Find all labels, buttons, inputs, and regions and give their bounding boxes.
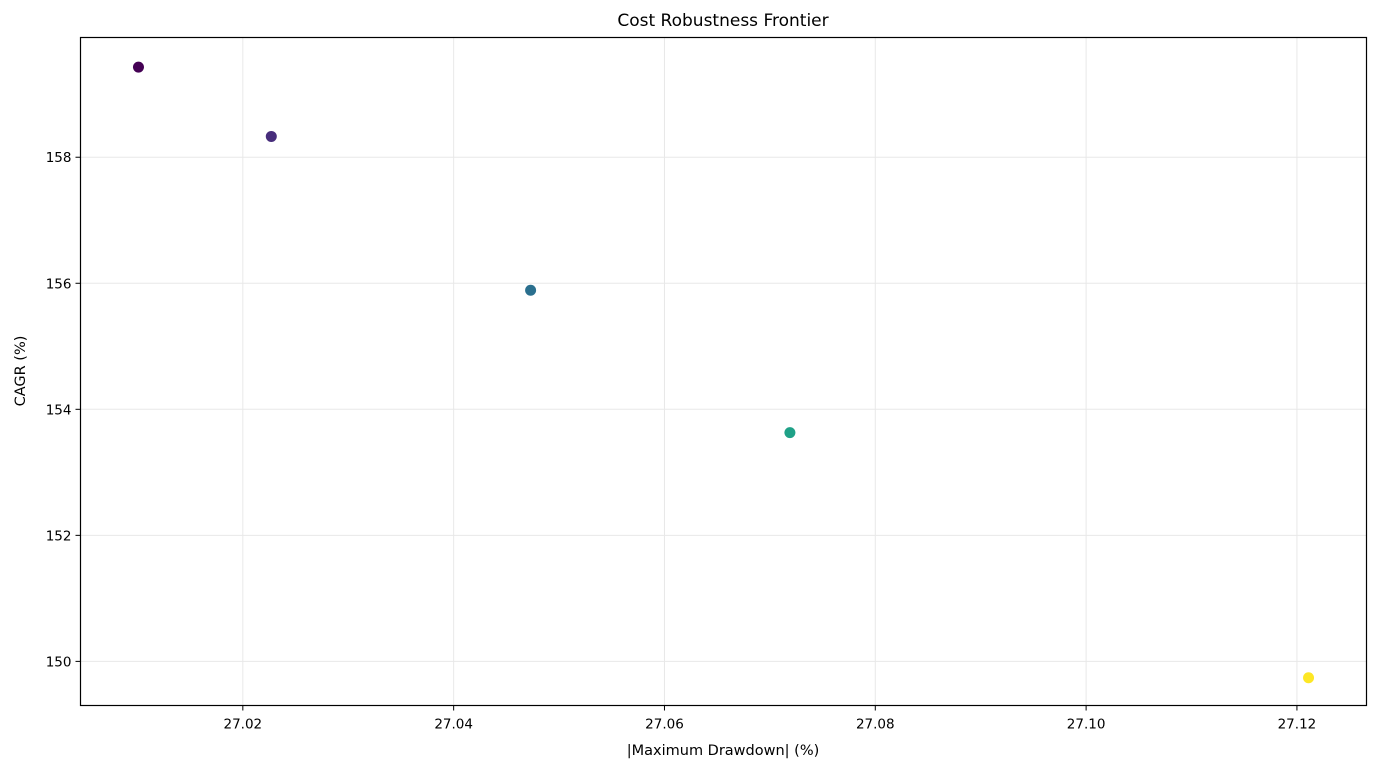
x-tick-label: 27.12 bbox=[1278, 717, 1317, 733]
x-tick-label: 27.08 bbox=[856, 717, 895, 733]
y-axis-ticks: 150 152 154 156 158 bbox=[46, 150, 81, 670]
data-point bbox=[525, 284, 537, 296]
plot-frame bbox=[79, 36, 1368, 707]
data-point bbox=[1303, 672, 1315, 684]
data-point bbox=[265, 130, 277, 142]
data-points bbox=[132, 61, 1315, 684]
data-point bbox=[784, 427, 796, 439]
x-tick-label: 27.10 bbox=[1067, 717, 1106, 733]
x-tick-label: 27.04 bbox=[434, 717, 473, 733]
y-tick-label: 154 bbox=[46, 402, 72, 418]
data-point bbox=[132, 61, 144, 73]
y-tick-label: 158 bbox=[46, 150, 72, 166]
grid bbox=[80, 37, 1367, 706]
y-tick-label: 156 bbox=[46, 276, 72, 292]
y-tick-label: 152 bbox=[46, 528, 72, 544]
y-axis-label: CAGR (%) bbox=[13, 336, 29, 407]
y-tick-label: 150 bbox=[46, 654, 72, 670]
x-tick-label: 27.02 bbox=[224, 717, 263, 733]
x-axis-label: |Maximum Drawdown| (%) bbox=[627, 743, 820, 759]
chart-title: Cost Robustness Frontier bbox=[617, 11, 828, 31]
x-axis-ticks: 27.02 27.04 27.06 27.08 27.10 27.12 bbox=[224, 705, 1317, 733]
x-tick-label: 27.06 bbox=[645, 717, 684, 733]
